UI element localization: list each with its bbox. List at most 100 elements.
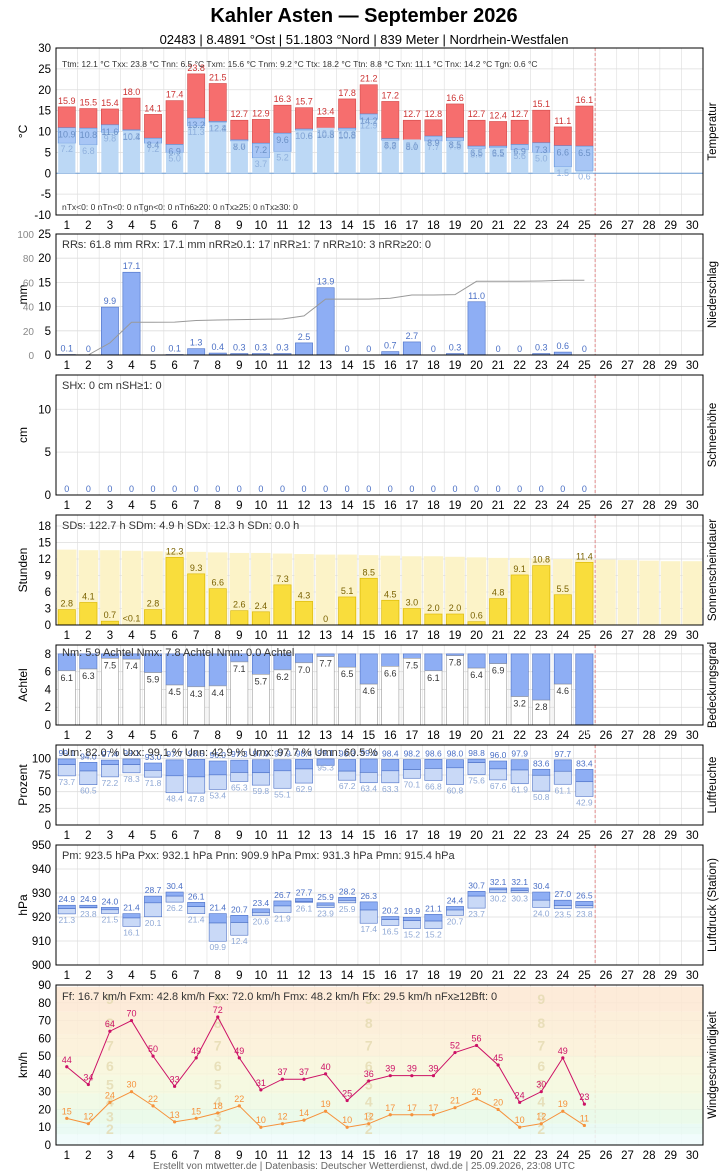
y-tick-label: 900: [32, 960, 51, 972]
x-tick-label: 14: [341, 220, 354, 232]
humidity-upper-bar: [57, 758, 76, 765]
data-label: 49: [234, 1046, 244, 1056]
x-tick-label: 27: [621, 1150, 634, 1162]
x-tick-label: 6: [171, 830, 177, 842]
data-label: 7.9: [384, 141, 397, 151]
x-tick-label: 24: [556, 630, 569, 642]
data-label: 47.8: [188, 794, 205, 804]
data-label: 32.1: [490, 877, 507, 887]
x-tick-label: 25: [578, 500, 591, 512]
pressure-lower-bar: [575, 905, 594, 909]
x-tick-label: 25: [578, 730, 591, 742]
data-label: 23.8: [80, 909, 97, 919]
x-tick-label: 6: [171, 730, 177, 742]
x-tick-label: 12: [298, 830, 311, 842]
x-tick-label: 23: [535, 1150, 548, 1162]
sunshine-bar: [532, 565, 551, 626]
x-tick-label: 24: [556, 730, 569, 742]
data-label: 3.2: [513, 699, 526, 709]
gust-point: [410, 1074, 414, 1078]
data-label: 7.5: [104, 660, 117, 670]
data-label: 4.3: [190, 689, 203, 699]
x-tick-label: 7: [193, 630, 199, 642]
data-label: 0: [452, 484, 457, 494]
y-tick-label: 25: [38, 229, 51, 241]
temp-max-bar: [208, 83, 227, 122]
x-tick-label: 24: [556, 970, 569, 982]
temp-min-bar: [187, 126, 205, 174]
x-tick-label: 7: [193, 1150, 199, 1162]
data-label: 30.3: [511, 893, 528, 903]
data-label: 7.8: [449, 658, 462, 668]
data-label: 0.6: [470, 611, 483, 621]
x-tick-label: 11: [276, 220, 288, 232]
y-axis-label: °C: [16, 124, 30, 138]
x-tick-label: 26: [600, 500, 613, 512]
humidity-upper-bar: [144, 762, 162, 771]
data-label: 97.7: [555, 749, 572, 759]
x-tick-label: 20: [470, 500, 483, 512]
humidity-upper-bar: [338, 759, 357, 772]
mean-wind-point: [561, 1109, 565, 1113]
y2-tick-label: 0: [28, 351, 34, 362]
data-label: 0.6: [557, 341, 570, 351]
temp-mean-bar: [359, 113, 378, 120]
pressure-lower-bar: [295, 901, 313, 903]
data-label: 50.8: [533, 792, 550, 802]
humidity-lower-bar: [467, 762, 486, 775]
gust-point: [518, 1100, 522, 1104]
data-label: 0: [496, 344, 501, 354]
mean-wind-point: [367, 1122, 371, 1126]
x-tick-label: 19: [449, 500, 462, 512]
pressure-lower-bar: [187, 906, 206, 914]
data-label: 97.9: [253, 749, 270, 759]
humidity-lower-bar: [295, 768, 313, 784]
data-label: 15.2: [404, 930, 421, 940]
data-label: 5.2: [276, 153, 289, 163]
sunshine-bar: [402, 608, 421, 626]
data-label: 10.9: [58, 130, 76, 140]
x-tick-label: 11: [276, 970, 288, 982]
data-label: 12: [277, 1112, 287, 1122]
data-label: 21.3: [59, 915, 76, 925]
y-tick-label: 5: [45, 447, 51, 459]
data-label: 26: [472, 1087, 482, 1097]
mean-wind-point: [302, 1118, 306, 1122]
humidity-lower-bar: [402, 769, 421, 779]
data-label: 19.9: [404, 906, 421, 916]
x-tick-label: 5: [150, 830, 156, 842]
possible-sunshine-bar: [402, 556, 422, 625]
x-tick-label: 22: [513, 730, 526, 742]
sunshine-bar: [187, 573, 206, 626]
pressure-upper-bar: [532, 891, 551, 901]
humidity-upper-bar: [295, 759, 313, 770]
data-label: 0: [194, 484, 199, 494]
y-tick-label: 10: [38, 1122, 51, 1134]
data-label: 0: [280, 484, 285, 494]
x-tick-label: 17: [405, 730, 418, 742]
x-tick-label: 14: [341, 500, 354, 512]
data-label: 24: [105, 1090, 115, 1100]
x-tick-label: 4: [128, 730, 135, 742]
sunshine-bar: [57, 609, 76, 626]
data-label: 27.0: [555, 889, 572, 899]
data-label: 20.7: [447, 916, 464, 926]
temp-max-bar: [510, 119, 529, 145]
gust-point: [280, 1077, 285, 1081]
temp-max-bar: [467, 119, 486, 147]
x-tick-label: 26: [600, 630, 613, 642]
x-tick-label: 3: [107, 500, 113, 512]
data-label: 12.9: [252, 108, 270, 118]
humidity-upper-bar: [165, 759, 184, 777]
data-label: 12: [83, 1112, 93, 1122]
y-tick-label: 0: [45, 490, 51, 502]
humidity-lower-bar: [446, 767, 464, 785]
data-label: 12.7: [511, 109, 529, 119]
data-label: 39: [385, 1064, 395, 1074]
x-tick-label: 10: [254, 500, 267, 512]
data-label: 97.4: [102, 749, 119, 759]
panel-title: Windgeschwindigkeit: [707, 1011, 719, 1119]
sunshine-bar: [510, 574, 529, 626]
data-label: 7.0: [298, 665, 311, 675]
possible-sunshine-bar: [596, 559, 616, 625]
